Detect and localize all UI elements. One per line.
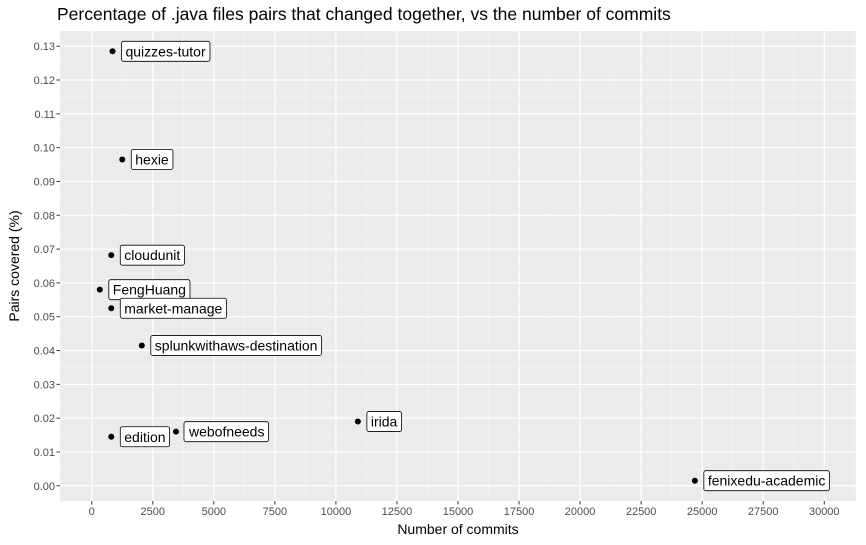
data-point [108,252,115,259]
x-tick-label: 30000 [809,506,840,518]
data-point [691,477,698,484]
point-label-text: FengHuang [113,282,186,298]
point-label-text: fenixedu-academic [708,473,826,489]
x-tick-label: 15000 [443,506,474,518]
point-label-text: edition [124,429,165,445]
point-label-box [183,421,269,443]
data-point [96,286,103,293]
point-label-box [130,149,174,170]
data-point [108,305,115,312]
data-point [108,433,115,440]
x-axis-title: Number of commits [397,521,518,537]
point-label: cloudunit [119,244,185,266]
point-label-text: splunkwithaws-destination [155,337,318,353]
y-tick-label: 0.12 [34,75,55,87]
x-tick-label: 12500 [382,506,413,518]
x-tick-label: 7500 [263,506,287,518]
x-tick-label: 27500 [748,506,779,518]
point-label-box [121,40,211,62]
y-tick-label: 0.05 [34,312,55,324]
y-tick-label: 0.00 [34,481,55,493]
x-tick-label: 2500 [141,506,165,518]
data-point [119,156,126,163]
y-tick-label: 0.08 [34,210,55,222]
point-label: webofneeds [183,421,269,443]
point-label-box [119,244,185,266]
point-label: irida [366,411,402,432]
point-label: quizzes-tutor [121,40,211,62]
y-tick-label: 0.03 [34,379,55,391]
x-tick-label: 25000 [687,506,718,518]
y-tick-label: 0.10 [34,143,55,155]
point-label-text: webofneeds [188,424,265,440]
point-label-box [119,426,170,448]
point-label-text: hexie [135,151,169,167]
x-tick-label: 17500 [504,506,535,518]
y-tick-label: 0.09 [34,176,55,188]
data-point [172,428,179,435]
point-label-text: market-manage [124,300,222,316]
point-label-box [119,297,227,319]
point-label: fenixedu-academic [703,470,830,492]
y-tick-label: 0.01 [34,447,55,459]
point-label-text: cloudunit [124,247,180,263]
x-tick-label: 0 [89,506,95,518]
x-tick-label: 5000 [202,506,226,518]
y-tick-label: 0.04 [34,346,55,358]
data-point [354,418,361,425]
point-label: market-manage [119,297,227,319]
point-label-text: irida [371,414,398,430]
point-label: edition [119,426,170,448]
data-point [109,48,116,55]
point-label: FengHuang [108,279,191,301]
point-label-box [150,335,322,356]
x-tick-label: 22500 [626,506,657,518]
y-tick-label: 0.11 [34,109,55,121]
x-axis: 0 2500 5000 7500 10000 12500 15000 17500 20000 22… [89,501,840,518]
point-label-box [366,411,402,432]
point-label: splunkwithaws-destination [150,335,322,356]
y-axis-title: Pairs covered (%) [6,210,22,321]
data-points [96,48,698,484]
point-label-box [703,470,830,492]
y-tick-label: 0.07 [34,244,55,256]
x-tick-label: 20000 [565,506,596,518]
point-label: hexie [130,149,174,170]
y-tick-label: 0.02 [34,413,55,425]
y-tick-label: 0.13 [34,41,55,53]
chart-title: Percentage of .java files pairs that cha… [57,4,671,24]
point-labels: quizzes-tutor hexie cloudunit FengHuang mark… [108,40,830,492]
point-label-text: quizzes-tutor [125,43,205,59]
data-point [138,342,145,349]
y-tick-label: 0.06 [34,278,55,290]
y-axis: 0.00 0.01 0.02 0.03 0.04 0.05 0.06 0.07 0.08 0.09… [34,41,60,493]
x-tick-label: 10000 [321,506,352,518]
